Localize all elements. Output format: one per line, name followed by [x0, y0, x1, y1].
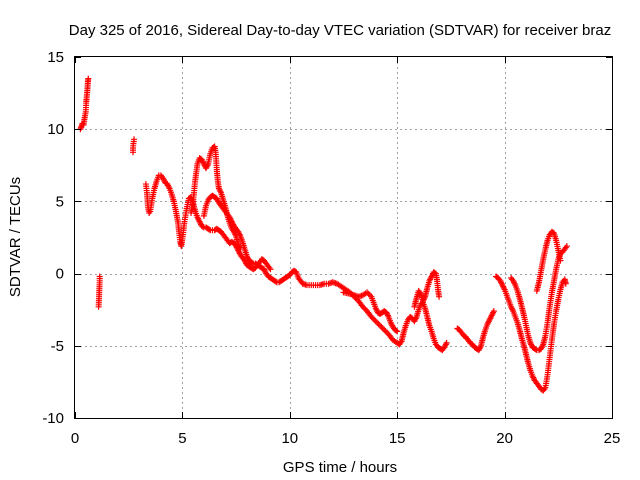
data-point [95, 303, 102, 310]
x-tick-label: 10 [281, 430, 298, 447]
data-point [131, 136, 138, 143]
x-tick-labels: 0 5 10 15 20 25 [71, 430, 621, 447]
x-tick-label: 25 [604, 430, 621, 447]
data-point [381, 326, 388, 333]
series-trace-d [340, 289, 401, 335]
data-point [372, 318, 379, 325]
x-tick-label: 0 [71, 430, 79, 447]
series-trace-a [142, 172, 274, 273]
y-axis-label: SDTVAR / TECUs [7, 177, 24, 297]
data-point [199, 223, 206, 230]
x-tick-label: 15 [389, 430, 406, 447]
chart-title: Day 325 of 2016, Sidereal Day-to-day VTE… [69, 22, 611, 39]
data-point [85, 75, 92, 82]
series-trace-f [454, 308, 497, 354]
data-point [206, 226, 213, 233]
data-point [375, 321, 382, 328]
data-point [563, 243, 570, 250]
data-point [371, 316, 378, 323]
y-tick-label: -10 [42, 410, 64, 427]
data-point [379, 325, 386, 332]
data-point [378, 324, 385, 331]
data-marks [77, 75, 570, 394]
data-point [382, 328, 389, 335]
plot-frame [74, 56, 613, 419]
y-tick-labels: -10 -5 0 5 10 15 [42, 49, 64, 427]
y-tick-label: 15 [47, 49, 64, 66]
y-tick-label: 0 [56, 266, 64, 283]
series-trace-h [508, 243, 570, 354]
y-tick-label: 5 [56, 193, 64, 210]
data-point [377, 322, 384, 329]
x-tick-label: 20 [496, 430, 513, 447]
x-axis-label: GPS time / hours [283, 459, 397, 476]
axis-ticks [75, 57, 613, 419]
series-early-rise [77, 75, 92, 133]
series-trace-g [493, 273, 569, 394]
data-point [249, 259, 256, 266]
series-trace-i [533, 228, 564, 294]
data-point [562, 280, 569, 287]
data-point [374, 319, 381, 326]
y-tick-label: 10 [47, 121, 64, 138]
data-point [267, 266, 274, 273]
data-point [394, 328, 401, 335]
data-point [557, 257, 564, 264]
data-point [365, 290, 372, 297]
y-tick-label: -5 [51, 338, 64, 355]
x-tick-label: 5 [178, 430, 186, 447]
series-early-low [95, 273, 103, 310]
series-early-mid [129, 136, 138, 156]
data-point [393, 327, 400, 334]
series-trace-c [200, 192, 450, 354]
data-point [490, 308, 497, 315]
series-trace-e [411, 269, 443, 310]
data-point [436, 293, 443, 300]
data-point [443, 339, 450, 346]
grid-lines [75, 57, 612, 418]
